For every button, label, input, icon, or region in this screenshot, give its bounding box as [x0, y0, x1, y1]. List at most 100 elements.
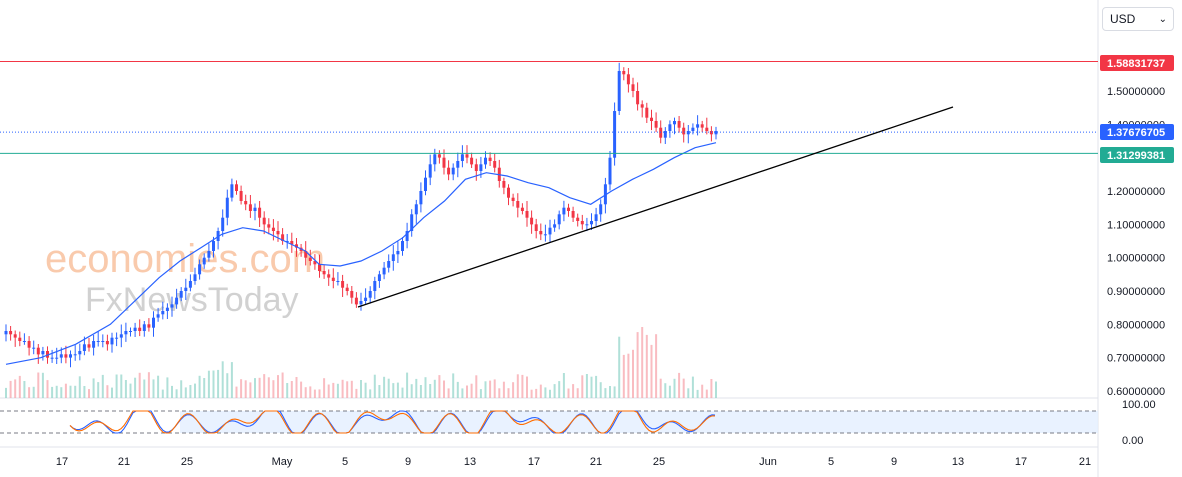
- volume-bar: [650, 344, 653, 398]
- candle-body: [622, 71, 626, 75]
- volume-bar: [645, 334, 648, 398]
- volume-bar: [74, 385, 77, 398]
- x-tick-label: 9: [891, 456, 897, 468]
- candle-body: [673, 121, 676, 125]
- ascending-trendline[interactable]: [357, 106, 954, 308]
- candle-body: [594, 214, 598, 221]
- volume-bar: [369, 389, 372, 398]
- candle-body: [484, 157, 487, 165]
- currency-select[interactable]: USD ⌄: [1102, 7, 1174, 31]
- volume-bar: [212, 370, 215, 398]
- candle-body: [105, 341, 109, 345]
- candle-body: [419, 191, 423, 205]
- volume-bar: [221, 361, 224, 398]
- volume-bar: [443, 380, 445, 398]
- volume-bar: [166, 377, 169, 398]
- volume-bar: [161, 389, 164, 398]
- y-axis-ticks: 1.500000001.400000001.300000001.20000000…: [1107, 86, 1165, 398]
- volume-bar: [295, 377, 298, 398]
- volume-bar: [715, 381, 717, 398]
- volume-bar: [226, 373, 229, 398]
- resistance-price-tag: 1.58831737: [1100, 55, 1174, 71]
- candle-body: [631, 84, 635, 91]
- candle-body: [165, 307, 169, 311]
- candle-body: [350, 291, 354, 298]
- candle-body: [368, 291, 372, 298]
- candle-body: [64, 354, 68, 358]
- candle-body: [59, 354, 63, 358]
- volume-bar: [92, 378, 95, 398]
- candle-body: [156, 314, 160, 318]
- candle-body: [13, 334, 17, 338]
- volume-bar: [203, 378, 206, 398]
- candle-body: [55, 357, 59, 359]
- y-tick-label: 1.20000000: [1107, 186, 1165, 198]
- candle-body: [281, 234, 285, 241]
- candle-body: [645, 107, 649, 118]
- volume-bar: [198, 375, 201, 398]
- volume-bar: [705, 389, 708, 398]
- candle-body: [262, 217, 266, 225]
- volume-bar: [230, 362, 233, 398]
- candle-body: [534, 224, 538, 231]
- candle-body: [442, 157, 446, 168]
- candle-body: [557, 214, 561, 225]
- candle-body: [36, 347, 40, 355]
- candle-body: [451, 167, 455, 175]
- svg-text:1.58831737: 1.58831737: [1107, 58, 1165, 70]
- volume-bar: [55, 385, 58, 398]
- candle-body: [714, 131, 718, 135]
- candle-body: [479, 164, 483, 171]
- volume-bar: [64, 383, 67, 398]
- candle-body: [188, 281, 192, 288]
- volume-bar: [549, 389, 551, 398]
- x-tick-label: 9: [405, 456, 411, 468]
- candle-body: [364, 297, 368, 301]
- candle-body: [585, 224, 589, 226]
- volume-bar: [668, 385, 671, 398]
- volume-bar: [401, 387, 404, 398]
- volume-bar: [286, 383, 289, 398]
- volume-bar: [300, 381, 303, 398]
- x-tick-label: 17: [528, 456, 540, 468]
- candle-body: [636, 91, 640, 105]
- volume-bar: [355, 388, 358, 398]
- volume-bar: [341, 379, 344, 398]
- candle-body: [179, 291, 183, 298]
- candle-body: [387, 261, 391, 268]
- candle-body: [207, 251, 211, 258]
- candle-body: [276, 231, 280, 235]
- volume-bar: [272, 380, 275, 398]
- candle-body: [230, 184, 234, 198]
- candle-body: [488, 157, 492, 161]
- volume-bar: [364, 382, 367, 398]
- candle-body: [354, 297, 358, 305]
- volume-bar: [180, 380, 183, 398]
- volume-bar: [521, 374, 524, 398]
- candle-body: [202, 257, 206, 265]
- candle-body: [617, 71, 621, 111]
- volume-bar: [516, 374, 519, 398]
- volume-bar: [323, 378, 326, 398]
- volume-bar: [254, 378, 256, 398]
- candle-body: [27, 341, 31, 348]
- volume-bar: [157, 375, 160, 398]
- volume-bar: [475, 375, 478, 398]
- volume-bar: [691, 376, 694, 398]
- candle-body: [175, 297, 179, 305]
- volume-bar: [562, 373, 565, 398]
- candle-body: [659, 127, 663, 138]
- volume-bar: [558, 381, 561, 398]
- volume-bar: [544, 387, 547, 398]
- candle-body: [433, 154, 437, 165]
- x-axis-ticks: 17 21 25 May 5 9 13 17 21 25 Jun 5 9 13 17 21: [56, 456, 1091, 468]
- candle-body: [428, 164, 432, 178]
- y-tick-label: 0.80000000: [1107, 319, 1165, 331]
- volume-bar: [424, 377, 427, 398]
- candle-body: [193, 274, 197, 281]
- candle-body: [32, 347, 36, 349]
- volume-bar: [484, 381, 487, 398]
- volume-bar: [396, 382, 399, 398]
- candle-body: [322, 271, 326, 275]
- volume-bar: [147, 372, 150, 398]
